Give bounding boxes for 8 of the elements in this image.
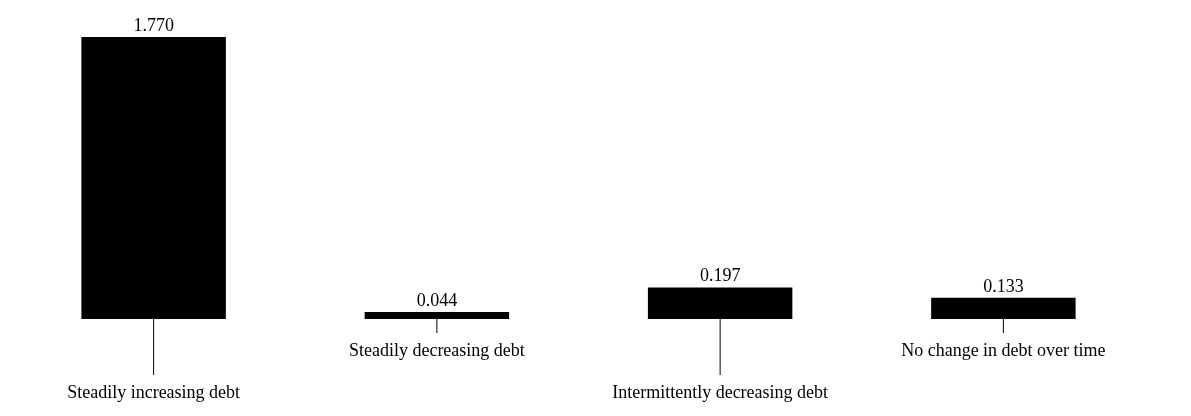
x-tick-label: Steadily increasing debt <box>67 381 241 402</box>
data-label: 1.770 <box>133 14 174 35</box>
x-tick-label: No change in debt over time <box>901 339 1106 360</box>
x-tick-label: Intermittently decreasing debt <box>612 381 829 402</box>
data-label: 0.133 <box>983 275 1024 296</box>
data-label: 0.197 <box>699 265 741 286</box>
x-tick-label: Steadily decreasing debt <box>348 339 525 360</box>
data-label: 0.044 <box>416 289 458 310</box>
